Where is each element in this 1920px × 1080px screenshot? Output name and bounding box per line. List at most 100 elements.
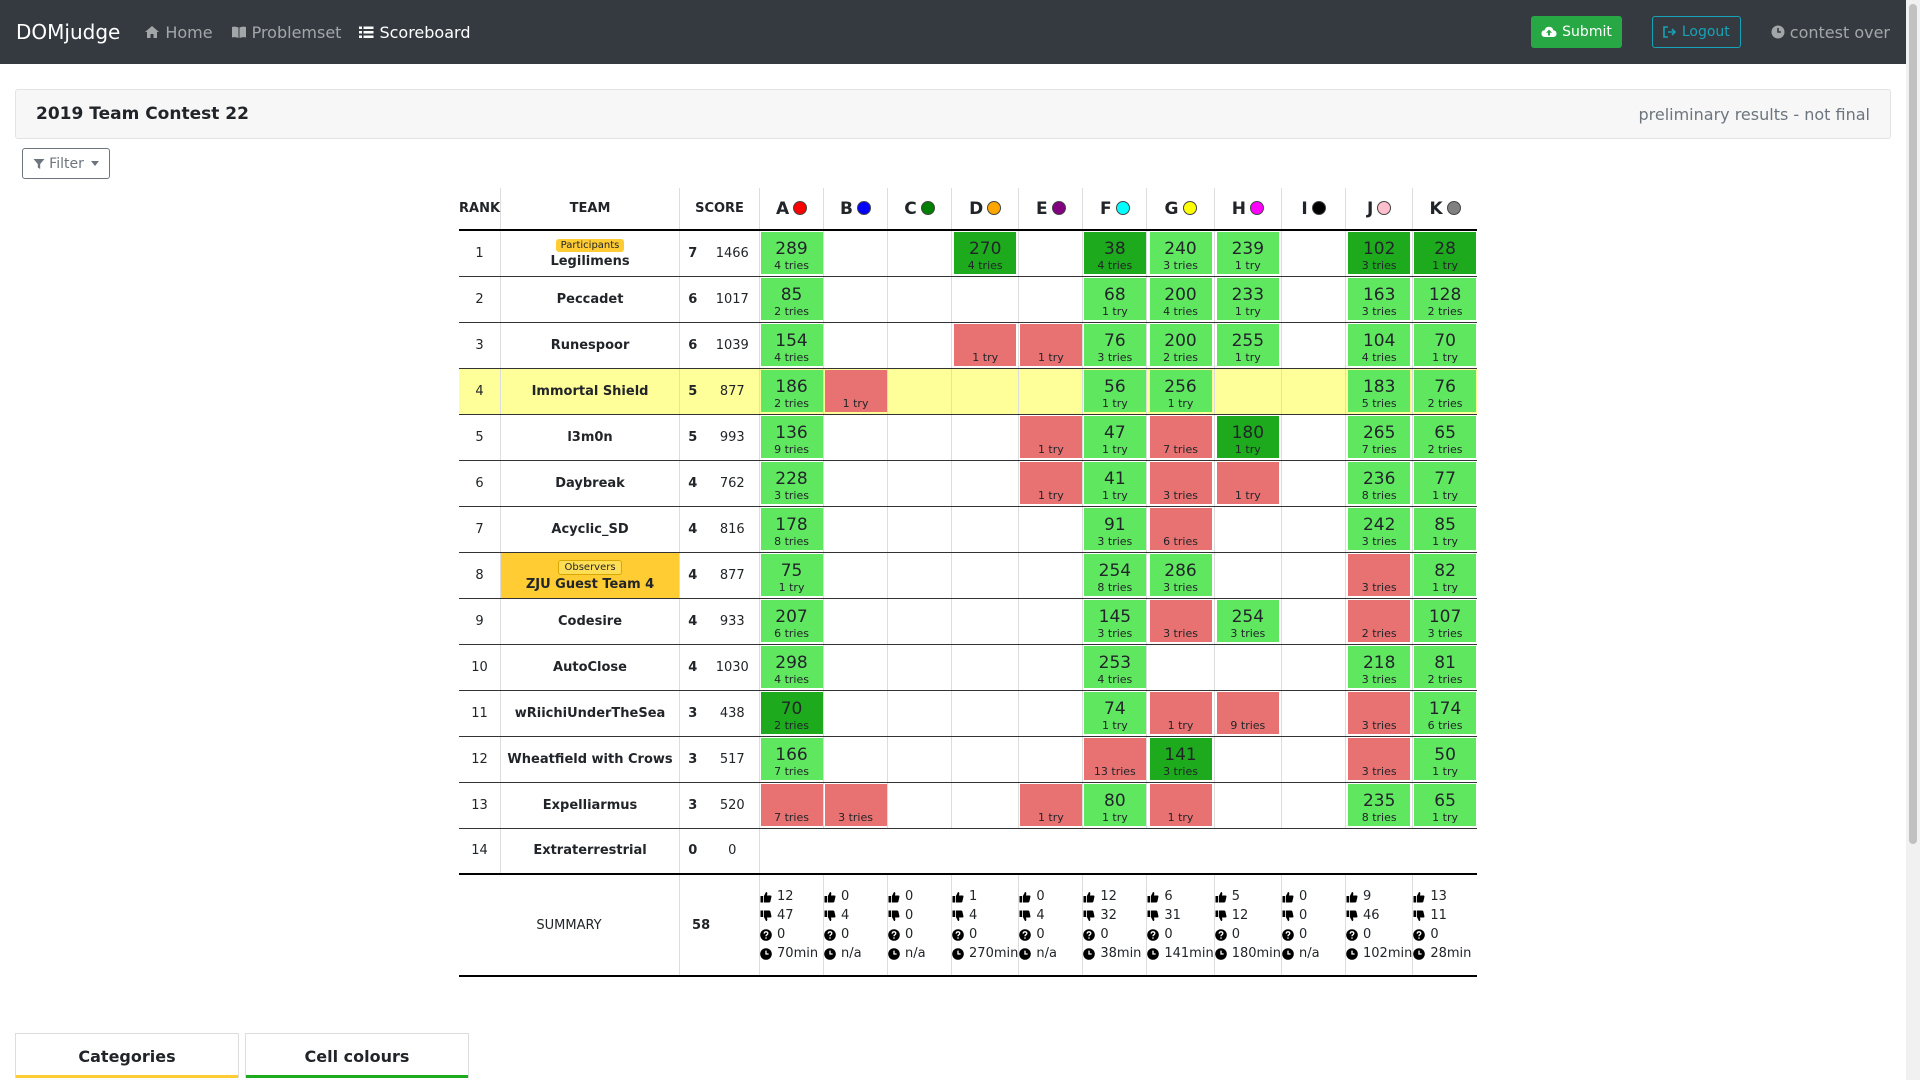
score-cell-a[interactable]: 178 8 tries [759, 506, 824, 553]
team-name-cell[interactable]: Immortal Shield [500, 368, 680, 415]
score-cell-g[interactable]: 286 3 tries [1146, 552, 1215, 599]
problem-header-a[interactable]: A [759, 188, 824, 231]
score-cell-e[interactable]: 1 try [1018, 460, 1083, 507]
team-row[interactable]: 14 Extraterrestrial 0 0 [459, 828, 1477, 875]
team-name-cell[interactable]: Runespoor [500, 322, 680, 369]
team-name-cell[interactable]: Extraterrestrial [500, 828, 680, 875]
team-name-cell[interactable]: l3m0n [500, 414, 680, 461]
score-cell-e[interactable]: 1 try [1018, 414, 1083, 461]
team-name-cell[interactable]: Acyclic_SD [500, 506, 680, 553]
score-cell-f[interactable]: 68 1 try [1082, 276, 1147, 323]
team-row[interactable]: 3 Runespoor 6 1039 154 4 tries 1 try 1 try 76 3 t… [459, 322, 1477, 369]
team-row[interactable]: 13 Expelliarmus 3 520 7 tries 3 tries 1 try 80 1… [459, 782, 1477, 829]
score-cell-k[interactable]: 65 2 tries [1412, 414, 1477, 461]
score-cell-g[interactable]: 240 3 tries [1146, 230, 1215, 277]
team-name-cell[interactable]: Observers ZJU Guest Team 4 [500, 552, 680, 599]
score-cell-g[interactable]: 7 tries [1146, 414, 1215, 461]
score-cell-f[interactable]: 47 1 try [1082, 414, 1147, 461]
score-cell-a[interactable]: 75 1 try [759, 552, 824, 599]
score-cell-j[interactable]: 236 8 tries [1345, 460, 1413, 507]
score-cell-g[interactable]: 1 try [1146, 782, 1215, 829]
tab-categories[interactable]: Categories [15, 1033, 239, 1078]
score-cell-j[interactable]: 104 4 tries [1345, 322, 1413, 369]
nav-problemset-link[interactable]: Problemset [231, 23, 341, 42]
score-cell-g[interactable]: 256 1 try [1146, 368, 1215, 415]
nav-scoreboard-link[interactable]: Scoreboard [359, 23, 470, 42]
score-cell-d[interactable]: 270 4 tries [951, 230, 1019, 277]
score-cell-f[interactable]: 41 1 try [1082, 460, 1147, 507]
score-cell-f[interactable]: 56 1 try [1082, 368, 1147, 415]
score-cell-a[interactable]: 186 2 tries [759, 368, 824, 415]
score-cell-a[interactable]: 289 4 tries [759, 230, 824, 277]
score-cell-a[interactable]: 136 9 tries [759, 414, 824, 461]
score-cell-h[interactable]: 1 try [1213, 460, 1282, 507]
team-row[interactable]: 10 AutoClose 4 1030 298 4 tries 253 4 tries 218 3… [459, 644, 1477, 691]
team-name-cell[interactable]: wRiichiUnderTheSea [500, 690, 680, 737]
score-cell-j[interactable]: 265 7 tries [1345, 414, 1413, 461]
filter-button[interactable]: Filter [22, 148, 110, 179]
team-row[interactable]: 11 wRiichiUnderTheSea 3 438 70 2 tries 74 1 try… [459, 690, 1477, 737]
score-cell-k[interactable]: 65 1 try [1412, 782, 1477, 829]
team-name-cell[interactable]: Wheatfield with Crows [500, 736, 680, 783]
problem-header-b[interactable]: B [823, 188, 888, 231]
score-cell-k[interactable]: 81 2 tries [1412, 644, 1477, 691]
team-name-cell[interactable]: Participants Legilimens [500, 230, 680, 277]
score-cell-j[interactable]: 235 8 tries [1345, 782, 1413, 829]
score-cell-a[interactable]: 298 4 tries [759, 644, 824, 691]
problem-header-h[interactable]: H [1213, 188, 1282, 231]
score-cell-g[interactable]: 3 tries [1146, 598, 1215, 645]
page-scrollbar[interactable] [1906, 0, 1920, 1080]
problem-header-e[interactable]: E [1018, 188, 1083, 231]
score-cell-f[interactable]: 13 tries [1082, 736, 1147, 783]
score-cell-f[interactable]: 145 3 tries [1082, 598, 1147, 645]
score-cell-k[interactable]: 174 6 tries [1412, 690, 1477, 737]
score-cell-f[interactable]: 80 1 try [1082, 782, 1147, 829]
score-cell-a[interactable]: 70 2 tries [759, 690, 824, 737]
score-cell-h[interactable]: 9 tries [1213, 690, 1282, 737]
score-cell-j[interactable]: 218 3 tries [1345, 644, 1413, 691]
score-cell-k[interactable]: 85 1 try [1412, 506, 1477, 553]
score-cell-g[interactable]: 200 4 tries [1146, 276, 1215, 323]
team-row[interactable]: 6 Daybreak 4 762 228 3 tries 1 try 41 1 try 3 tri… [459, 460, 1477, 507]
submit-button[interactable]: Submit [1531, 16, 1622, 48]
score-cell-g[interactable]: 1 try [1146, 690, 1215, 737]
team-row[interactable]: 7 Acyclic_SD 4 816 178 8 tries 91 3 tries 6 trie… [459, 506, 1477, 553]
score-cell-f[interactable]: 74 1 try [1082, 690, 1147, 737]
problem-header-c[interactable]: C [887, 188, 952, 231]
team-row[interactable]: 12 Wheatfield with Crows 3 517 166 7 tries 13 … [459, 736, 1477, 783]
score-cell-j[interactable]: 163 3 tries [1345, 276, 1413, 323]
team-row[interactable]: 2 Peccadet 6 1017 85 2 tries 68 1 try 200 4 tries… [459, 276, 1477, 323]
score-cell-g[interactable]: 200 2 tries [1146, 322, 1215, 369]
score-cell-f[interactable]: 253 4 tries [1082, 644, 1147, 691]
scrollbar-thumb[interactable] [1909, 4, 1917, 844]
team-row[interactable]: 9 Codesire 4 933 207 6 tries 145 3 tries 3 tries… [459, 598, 1477, 645]
score-cell-b[interactable]: 3 tries [823, 782, 888, 829]
score-cell-a[interactable]: 166 7 tries [759, 736, 824, 783]
team-row[interactable]: 8 Observers ZJU Guest Team 4 4 877 75 1 try 254… [459, 552, 1477, 599]
team-name-cell[interactable]: Expelliarmus [500, 782, 680, 829]
score-cell-k[interactable]: 107 3 tries [1412, 598, 1477, 645]
score-cell-a[interactable]: 228 3 tries [759, 460, 824, 507]
team-name-cell[interactable]: Codesire [500, 598, 680, 645]
brand-logo[interactable]: DOMjudge [16, 20, 121, 44]
score-cell-h[interactable]: 233 1 try [1213, 276, 1282, 323]
score-cell-d[interactable]: 1 try [951, 322, 1019, 369]
score-cell-a[interactable]: 154 4 tries [759, 322, 824, 369]
score-cell-g[interactable]: 141 3 tries [1146, 736, 1215, 783]
score-cell-k[interactable]: 82 1 try [1412, 552, 1477, 599]
score-cell-e[interactable]: 1 try [1018, 782, 1083, 829]
score-cell-j[interactable]: 183 5 tries [1345, 368, 1413, 415]
team-row[interactable]: 1 Participants Legilimens 7 1466 289 4 tries 27… [459, 230, 1477, 277]
team-name-cell[interactable]: Peccadet [500, 276, 680, 323]
score-cell-k[interactable]: 50 1 try [1412, 736, 1477, 783]
score-cell-k[interactable]: 70 1 try [1412, 322, 1477, 369]
problem-header-f[interactable]: F [1082, 188, 1147, 231]
problem-header-j[interactable]: J [1345, 188, 1413, 231]
score-cell-e[interactable]: 1 try [1018, 322, 1083, 369]
score-cell-f[interactable]: 76 3 tries [1082, 322, 1147, 369]
score-cell-g[interactable]: 6 tries [1146, 506, 1215, 553]
score-cell-a[interactable]: 7 tries [759, 782, 824, 829]
score-cell-h[interactable]: 239 1 try [1213, 230, 1282, 277]
score-cell-f[interactable]: 38 4 tries [1082, 230, 1147, 277]
score-cell-h[interactable]: 254 3 tries [1213, 598, 1282, 645]
